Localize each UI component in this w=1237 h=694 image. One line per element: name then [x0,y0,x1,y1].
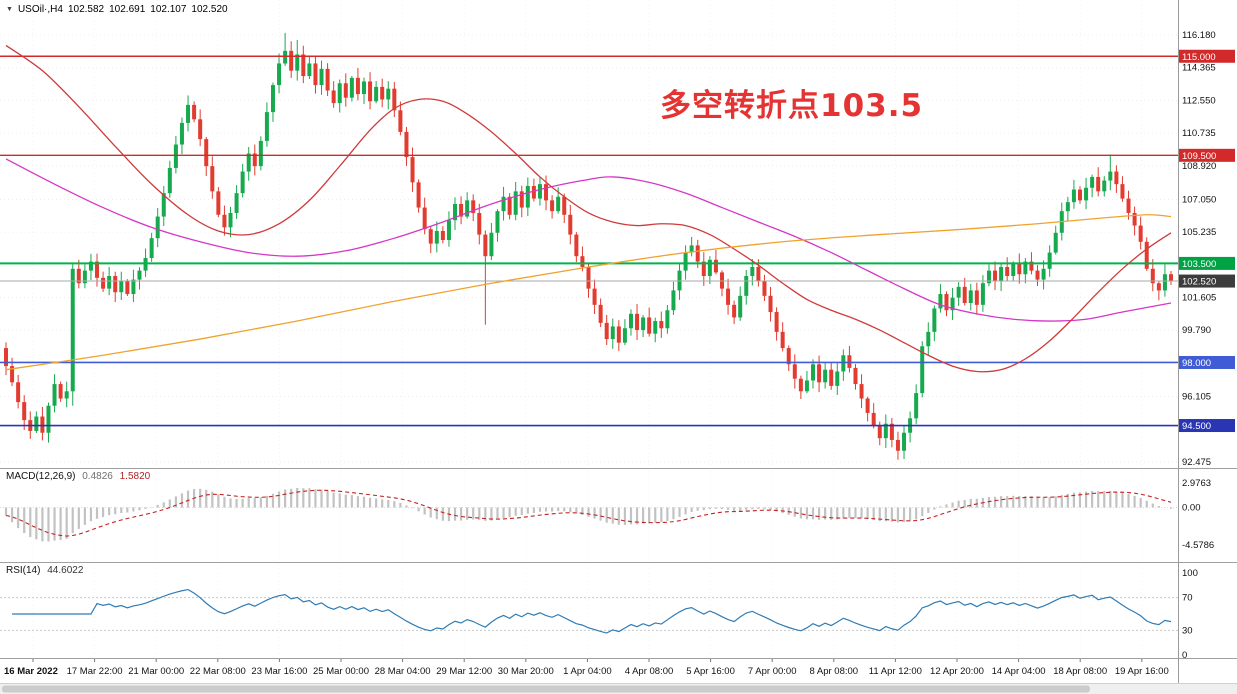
price-box-label: 102.520 [1182,277,1216,288]
time-tick-label: 12 Apr 20:00 [930,666,984,677]
symbol-timeframe-label: USOil·,H4 [17,4,63,15]
time-axis: 16 Mar 2022 17 Mar 22:00 21 Mar 00:00 22 Ma… [4,659,1169,677]
price-box-label: 103.500 [1182,259,1216,270]
time-tick-label: 22 Mar 08:00 [190,666,246,677]
time-tick-label: 23 Mar 16:00 [251,666,307,677]
time-tick-label: 11 Apr 12:00 [869,666,922,677]
time-tick-label: 16 Mar 2022 [4,666,58,677]
rsi-indicator-label: RSI(14) 44.6022 [6,565,83,576]
rsi-scale-label: 30 [1182,625,1193,636]
price-level-box [1179,274,1235,288]
ohlc-low: 102.107 [150,4,187,15]
price-box-label: 115.000 [1182,52,1216,63]
ohlc-open: 102.582 [67,4,105,15]
price-tick-label: 99.790 [1182,325,1211,336]
price-level-box [1179,256,1235,270]
price-scale: 116.180 114.365 112.550 110.735 108.920 107.0… [1179,30,1235,468]
annotation-text: 多空转折点103.5 [660,88,924,124]
price-tick-label: 92.475 [1182,457,1211,468]
time-tick-label: 7 Apr 00:00 [748,666,797,677]
h-scrollbar-thumb[interactable] [2,685,1090,693]
candles [4,32,1173,460]
macd-name: MACD(12,26,9) [6,471,76,482]
time-tick-label: 21 Mar 00:00 [128,666,184,677]
price-box-label: 94.500 [1182,421,1211,432]
price-tick-label: 101.605 [1182,293,1216,304]
price-tick-label: 110.735 [1182,128,1216,139]
time-tick-label: 4 Apr 08:00 [625,666,674,677]
price-level-box [1179,355,1235,369]
time-tick-label: 14 Apr 04:00 [992,666,1046,677]
rsi-scale-label: 100 [1182,568,1198,579]
macd-scale-label: 0.00 [1182,503,1201,514]
time-tick-label: 5 Apr 16:00 [686,666,735,677]
time-tick-label: 8 Apr 08:00 [809,666,858,677]
macd-main-value: 0.4826 [82,471,113,482]
price-tick-label: 114.365 [1182,63,1216,74]
time-tick-label: 29 Mar 12:00 [436,666,492,677]
rsi-line [12,588,1172,634]
time-tick-label: 19 Apr 16:00 [1115,666,1169,677]
macd-scale-label: -4.5786 [1182,540,1214,551]
macd-panel [0,470,1178,561]
price-level-box [1179,49,1235,63]
price-box-label: 109.500 [1182,151,1216,162]
time-tick-label: 17 Mar 22:00 [67,666,123,677]
ma-mid-red [5,44,1172,373]
rsi-name: RSI(14) [6,565,41,576]
price-level-box [1179,419,1235,433]
ohlc-high: 102.691 [109,4,146,15]
chart-title: ▼ USOil·,H4 102.582 102.691 102.107 102.… [6,4,228,15]
price-tick-label: 105.235 [1182,227,1216,238]
ma-slow-orange [5,214,1172,371]
price-tick-label: 108.920 [1182,161,1216,172]
macd-signal-line [5,489,1172,537]
rsi-value: 44.6022 [47,565,84,576]
macd-indicator-label: MACD(12,26,9) 0.4826 1.5820 [6,471,150,482]
time-tick-label: 1 Apr 04:00 [563,666,612,677]
macd-scale-label: 2.9763 [1182,478,1211,489]
price-tick-label: 96.105 [1182,392,1211,403]
price-tick-label: 116.180 [1182,30,1216,41]
price-level-box [1179,148,1235,162]
price-tick-label: 107.050 [1182,194,1216,205]
rsi-scale-label: 70 [1182,593,1193,604]
time-tick-label: 28 Mar 04:00 [375,666,431,677]
price-box-label: 98.000 [1182,358,1211,369]
chart-dropdown-icon: ▼ [6,6,13,13]
ma-fast-magenta [5,158,1172,322]
price-tick-label: 112.550 [1182,95,1216,106]
rsi-scale-label: 0 [1182,650,1187,661]
time-tick-label: 18 Apr 08:00 [1053,666,1107,677]
macd-signal-value: 1.5820 [119,471,151,482]
main-price-panel [0,0,1178,468]
ohlc-close: 102.520 [191,4,228,15]
rsi-panel [0,564,1178,656]
time-tick-label: 30 Mar 20:00 [498,666,554,677]
time-tick-label: 25 Mar 00:00 [313,666,369,677]
